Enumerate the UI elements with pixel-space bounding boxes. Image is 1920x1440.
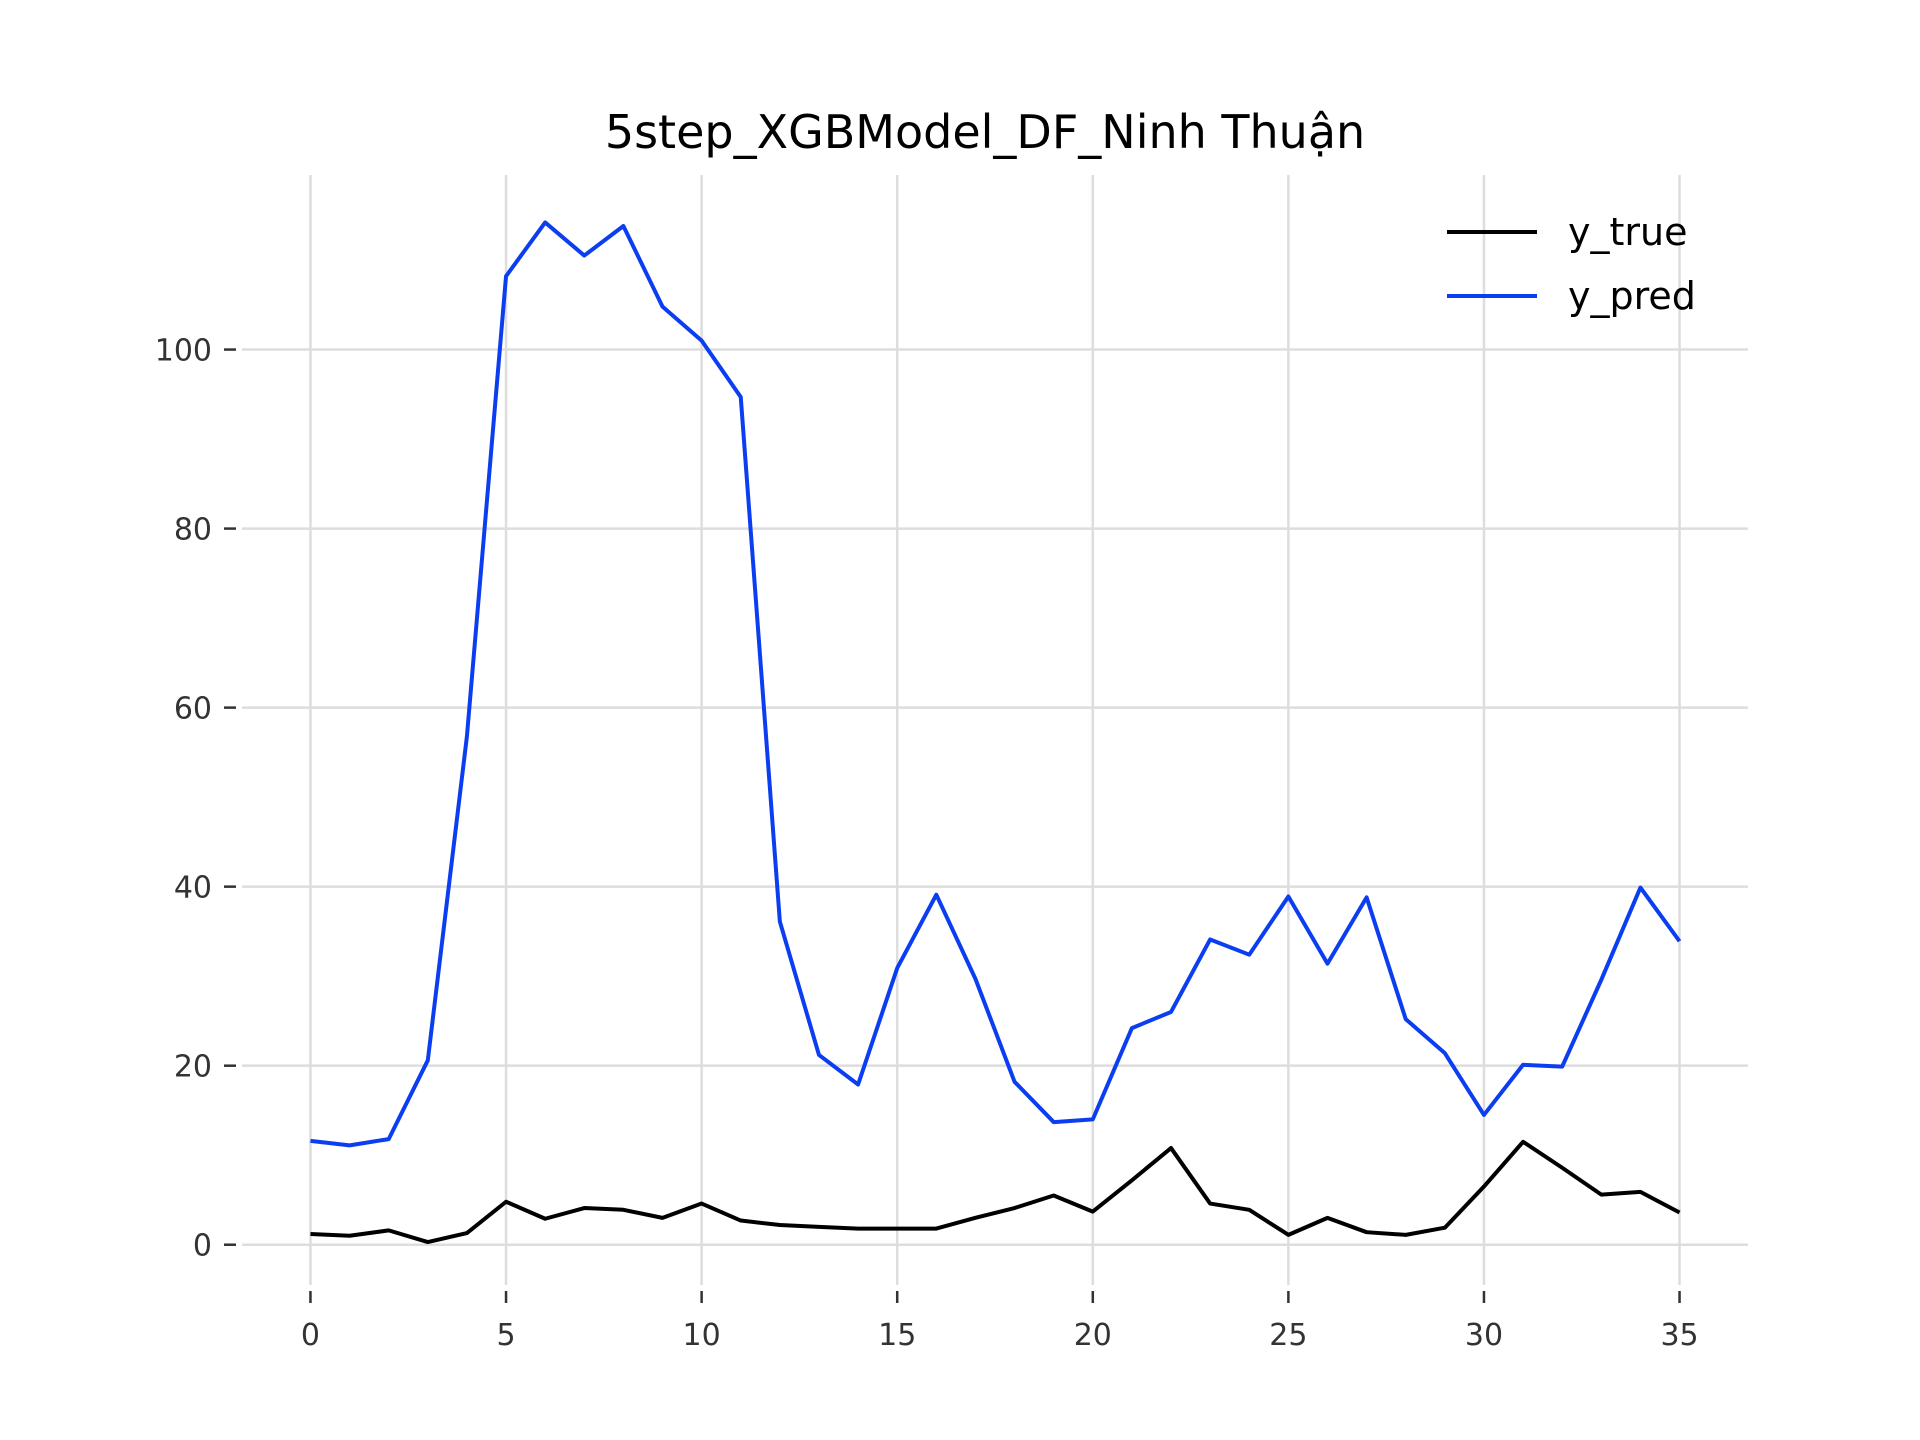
y-tick-label: 0 [193,1229,212,1264]
y-tick-label: 80 [174,513,212,548]
axis-ticks: 0 5 10 15 20 25 30 35 0 20 40 60 80 100 [155,334,1699,1353]
y-tick-label: 100 [155,334,212,369]
legend-label-y-pred: y_pred [1568,274,1696,318]
y-tick-label: 60 [174,692,212,727]
x-tick-label: 15 [878,1318,916,1353]
x-tick-label: 10 [683,1318,721,1353]
chart-title: 5step_XGBModel_DF_Ninh Thuận [605,105,1365,159]
x-tick-label: 25 [1269,1318,1307,1353]
y-tick-label: 20 [174,1050,212,1085]
x-tick-label: 5 [496,1318,515,1353]
x-tick-label: 35 [1660,1318,1698,1353]
legend: y_true y_pred [1447,210,1696,318]
legend-label-y-true: y_true [1568,210,1687,254]
x-tick-label: 30 [1465,1318,1503,1353]
y-tick-label: 40 [174,871,212,906]
grid [242,175,1748,1285]
x-tick-label: 20 [1074,1318,1112,1353]
x-tick-label: 0 [301,1318,320,1353]
series-line-y-pred [310,220,1682,1148]
series-line-y-true [310,1139,1681,1245]
series-lines [310,220,1682,1245]
